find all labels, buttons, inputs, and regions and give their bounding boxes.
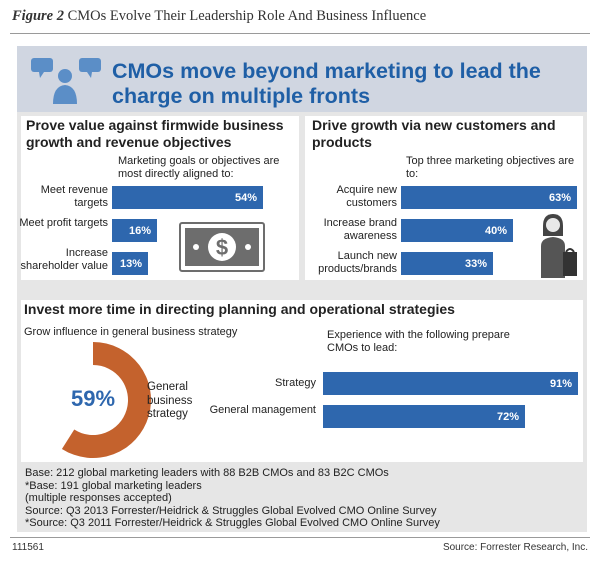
bar: 13% [112,252,148,275]
top-divider [10,33,590,34]
donut-chart [61,342,151,458]
bar-value-label: 40% [484,224,507,237]
bar-category-label: Launch new products/brands [318,250,397,275]
bar: 40% [401,219,513,242]
bar-category-label: Increase brand awareness [323,217,397,242]
base-note-line: (multiple responses accepted) [25,492,172,505]
prove-value-section: Prove value against firmwide business gr… [19,116,299,280]
bar-category-label: Increase shareholder value [20,247,108,272]
figure-label: Figure 2 [12,8,64,24]
svg-text:$: $ [216,235,228,260]
bar-category-label: Acquire new customers [336,184,397,209]
base-note-line: Base: 212 global marketing leaders with … [25,467,389,479]
money-bill-icon: $ [179,222,265,272]
section-title: Invest more time in directing planning a… [24,301,455,317]
bar-value-label: 16% [128,224,151,237]
bar: 33% [401,252,493,275]
bar: 54% [112,186,263,209]
figure-title: Figure 2 CMOs Evolve Their Leadership Ro… [12,8,426,25]
businesswoman-icon [541,214,577,278]
bar-value-label: 54% [234,191,257,204]
section-subtitle: Marketing goals or objectives are most d… [118,155,280,180]
bar: 16% [112,219,157,242]
bar-value-label: 72% [496,410,519,423]
figure-title-text: CMOs Evolve Their Leadership Role And Bu… [67,8,427,24]
bar: 72% [323,405,525,428]
right-subtitle: Experience with the following prepare CM… [327,329,510,354]
donut-slice [61,342,151,458]
footer-source: Source: Forrester Research, Inc. [442,542,588,553]
headline-bar: CMOs move beyond marketing to lead the c… [17,46,587,112]
section-title: Prove value against firmwide business gr… [26,117,284,150]
bar-value-label: 91% [549,377,572,390]
invest-time-section: Invest more time in directing planning a… [21,300,583,462]
bar-category-label: Meet profit targets [19,217,108,229]
bar-value-label: 13% [119,257,142,270]
base-notes: Base: 212 global marketing leaders with … [25,467,440,530]
footer-divider [10,537,590,538]
left-subtitle: Grow influence in general business strat… [24,326,238,338]
base-note-line: *Source: Q3 2011 Forrester/Heidrick & St… [25,517,440,530]
bar-category-label: General management [209,404,316,416]
infographic-panel: CMOs move beyond marketing to lead the c… [17,46,587,532]
bar-category-label: Strategy [275,377,316,389]
bar-value-label: 63% [548,191,571,204]
section-subtitle: Top three marketing objectives are to: [406,155,575,180]
donut-value-label: 59% [70,386,116,411]
drive-growth-section: Drive growth via new customers and produ… [305,116,583,280]
bar-category-label: Meet revenue targets [40,184,108,209]
bar: 63% [401,186,577,209]
base-note-line: *Base: 191 global marketing leaders [25,479,202,492]
headline: CMOs move beyond marketing to lead the c… [112,59,541,108]
bar-value-label: 33% [464,257,487,270]
chat-people-icon [31,58,101,104]
bar: 91% [323,372,578,395]
figure-id: 111561 [12,542,44,553]
section-title: Drive growth via new customers and produ… [312,117,556,150]
donut-category-label: General business strategy [147,381,193,420]
base-note-line: Source: Q3 2013 Forrester/Heidrick & Str… [25,504,437,517]
